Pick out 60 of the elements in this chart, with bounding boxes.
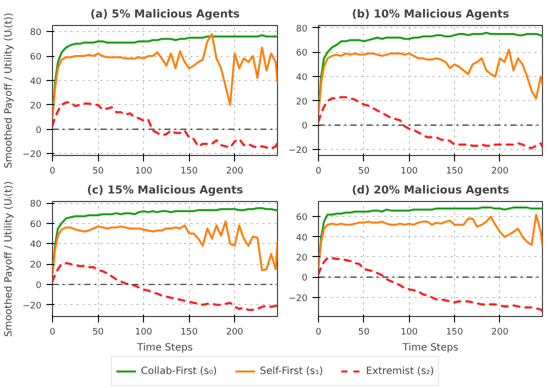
x-tick-label: 50 — [92, 166, 104, 176]
chart-title: (d) 20% Malicious Agents — [352, 184, 510, 196]
legend-label: Collab-First (s₀) — [140, 366, 217, 376]
line-series — [52, 262, 278, 311]
line-series — [52, 220, 278, 276]
x-tick-label: 150 — [180, 328, 198, 338]
y-tick-label: 40 — [296, 73, 308, 84]
legend-label: Self-First (s₁) — [260, 366, 324, 376]
x-axis-title: Time Steps — [402, 342, 458, 354]
y-tick-label: 80 — [296, 24, 308, 34]
y-tick-label: 60 — [296, 48, 308, 59]
y-tick-label: 20 — [30, 260, 42, 271]
x-axis-title: Time Steps — [136, 342, 193, 354]
x-tick-label: 150 — [446, 166, 464, 176]
line-series — [52, 101, 278, 150]
x-tick-label: 200 — [226, 166, 244, 176]
y-tick-label: 60 — [296, 213, 308, 224]
x-tick-label: 50 — [358, 166, 370, 176]
x-tick-label: 100 — [135, 166, 152, 176]
x-tick-label: 0 — [316, 166, 322, 176]
y-tick-label: −20 — [22, 150, 42, 160]
y-axis-title: Smoothed Payoff / Utility (Uᵢ(t)) — [4, 12, 15, 168]
x-tick-label: 100 — [400, 328, 418, 338]
x-tick-label: 0 — [50, 166, 56, 176]
y-tick-label: 20 — [296, 97, 308, 108]
x-tick-label: 50 — [92, 328, 104, 338]
line-series — [318, 48, 542, 114]
x-tick-label: 200 — [491, 328, 509, 338]
y-tick-label: 80 — [30, 28, 42, 38]
y-axis-title: Smoothed Payoff / Utility (Uᵢ(t)) — [4, 180, 15, 337]
y-tick-label: 40 — [30, 240, 42, 250]
y-tick-label: 20 — [30, 101, 42, 112]
y-tick-label: 60 — [30, 52, 42, 63]
y-tick-label: 40 — [296, 233, 308, 244]
x-tick-label: 200 — [226, 328, 244, 338]
x-tick-label: 200 — [491, 166, 509, 176]
y-tick-label: 0 — [302, 122, 308, 132]
x-tick-label: 100 — [135, 328, 152, 338]
x-tick-label: 150 — [446, 328, 464, 338]
y-tick-label: −20 — [288, 146, 308, 156]
y-tick-label: 80 — [30, 200, 42, 210]
y-tick-label: 40 — [30, 76, 42, 87]
y-tick-label: 0 — [36, 126, 42, 136]
y-tick-label: 20 — [296, 253, 308, 264]
chart-title: (c) 15% Malicious Agents — [86, 184, 244, 196]
legend-label: Extremist (s₂) — [366, 366, 434, 376]
line-series — [318, 96, 542, 150]
x-tick-label: 150 — [180, 166, 198, 176]
y-tick-label: −20 — [288, 294, 308, 304]
x-tick-label: 0 — [316, 328, 322, 338]
x-tick-label: 0 — [50, 328, 56, 338]
chart-title: (a) 5% Malicious Agents — [90, 8, 240, 20]
y-tick-label: 0 — [36, 280, 42, 291]
y-tick-label: −20 — [22, 301, 42, 312]
y-tick-label: 0 — [302, 274, 308, 284]
chart-title: (b) 10% Malicious Agents — [352, 8, 510, 20]
y-tick-label: 60 — [30, 220, 42, 230]
x-tick-label: 100 — [400, 166, 418, 176]
x-tick-label: 50 — [358, 328, 370, 338]
line-series — [318, 256, 542, 313]
